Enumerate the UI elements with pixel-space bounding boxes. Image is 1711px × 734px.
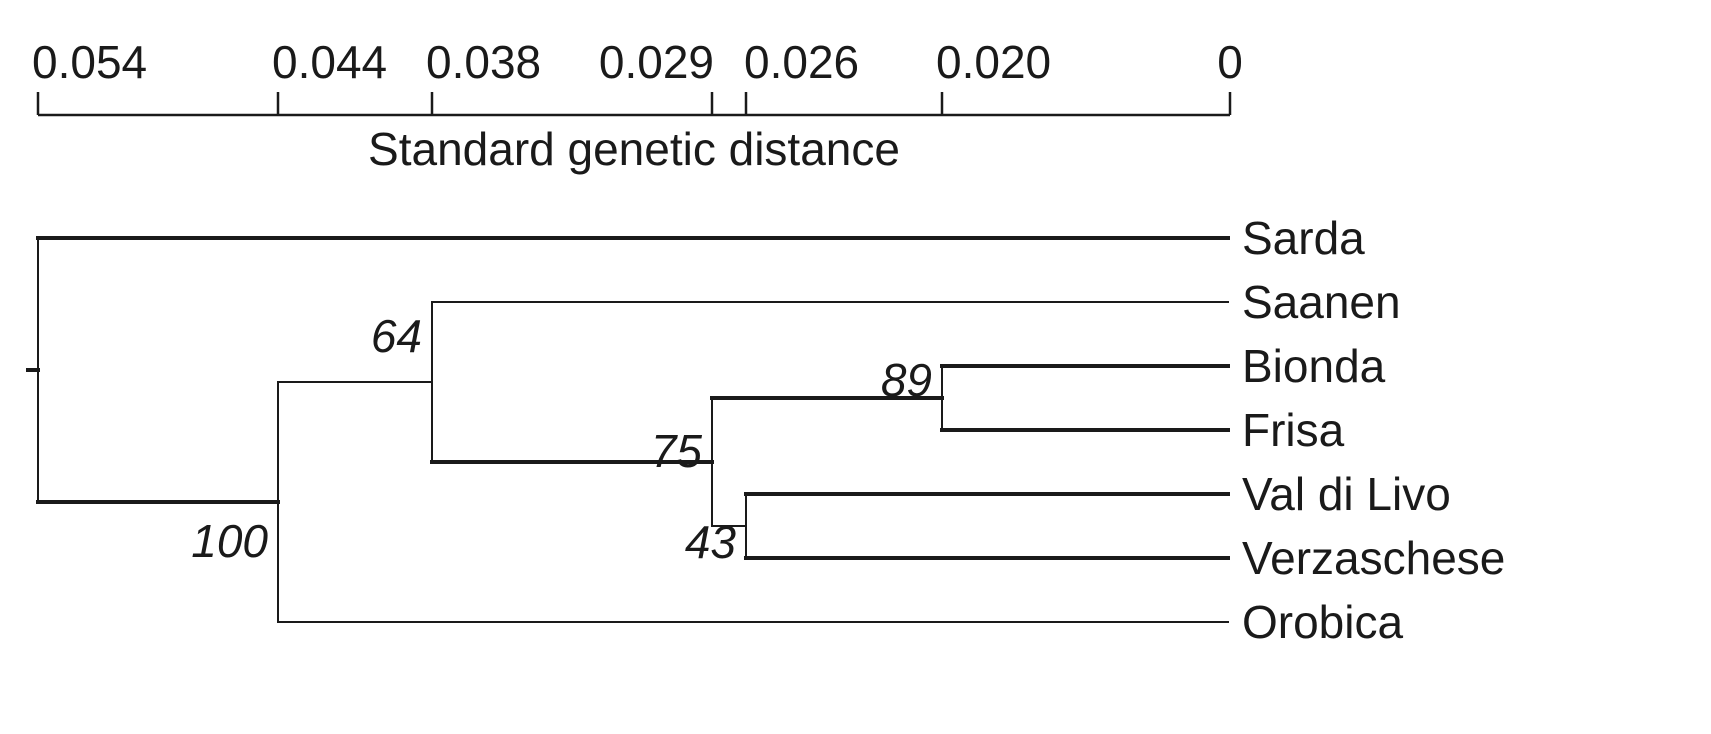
axis-ticks: 0.054 0.044 0.038 0.029 0.026 0.020 0: [32, 36, 1243, 115]
leaf-label: Verzaschese: [1242, 532, 1505, 584]
support-labels: 100 64 75 43 89: [191, 310, 932, 568]
axis-tick-label: 0.054: [32, 36, 147, 88]
axis-tick-label: 0.038: [426, 36, 541, 88]
leaf-label: Frisa: [1242, 404, 1345, 456]
bootstrap-support-label: 43: [685, 516, 737, 568]
bootstrap-support-label: 100: [191, 515, 268, 567]
leaf-label: Bionda: [1242, 340, 1386, 392]
axis-tick-label: 0.029: [599, 36, 714, 88]
bootstrap-support-label: 64: [371, 310, 422, 362]
leaf-label: Sarda: [1242, 212, 1365, 264]
distance-axis: 0.054 0.044 0.038 0.029 0.026 0.020 0 Standard…: [32, 36, 1243, 175]
axis-tick-label: 0.044: [272, 36, 387, 88]
leaf-label: Saanen: [1242, 276, 1401, 328]
leaf-label: Orobica: [1242, 596, 1403, 648]
axis-tick-label: 0: [1217, 36, 1243, 88]
axis-tick-label: 0.026: [744, 36, 859, 88]
leaf-labels: Sarda Saanen Bionda Frisa Val di Livo Verzasc…: [1242, 212, 1505, 648]
bootstrap-support-label: 89: [881, 354, 932, 406]
axis-tick-label: 0.020: [936, 36, 1051, 88]
bootstrap-support-label: 75: [651, 425, 703, 477]
leaf-label: Val di Livo: [1242, 468, 1451, 520]
tree-branches: [26, 236, 1230, 623]
axis-title: Standard genetic distance: [368, 123, 900, 175]
